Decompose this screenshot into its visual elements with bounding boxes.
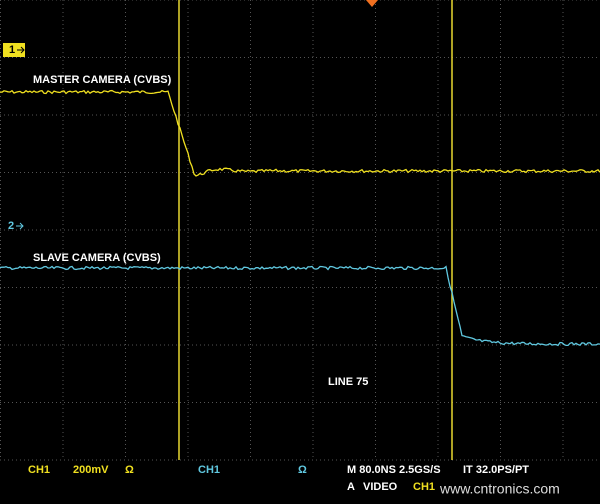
trace-label: MASTER CAMERA (CVBS): [33, 74, 172, 86]
status-text: M 80.0NS 2.5GS/S: [347, 464, 441, 476]
ch2-marker: 2: [8, 220, 14, 232]
trace-label: SLAVE CAMERA (CVBS): [33, 252, 161, 264]
status-text: A: [347, 481, 355, 493]
trace-ch2: [0, 265, 600, 347]
graticule: [0, 0, 600, 461]
status-text: CH1: [413, 481, 435, 493]
status-text: IT 32.0PS/PT: [463, 464, 529, 476]
status-text: Ω: [298, 464, 307, 476]
line-label: LINE 75: [328, 376, 368, 388]
ch1-marker: 1: [9, 44, 15, 56]
status-text: Ω: [125, 464, 134, 476]
trigger-position: [366, 0, 378, 7]
status-text: CH1: [28, 464, 50, 476]
watermark: www.cntronics.com: [439, 481, 560, 497]
arrow: [16, 222, 24, 230]
status-text: CH1: [198, 464, 220, 476]
status-text: VIDEO: [363, 481, 398, 493]
trace-ch1: [0, 89, 600, 177]
status-text: 200mV: [73, 464, 109, 476]
arrow: [17, 46, 25, 54]
ch1-marker-box: [3, 43, 25, 57]
